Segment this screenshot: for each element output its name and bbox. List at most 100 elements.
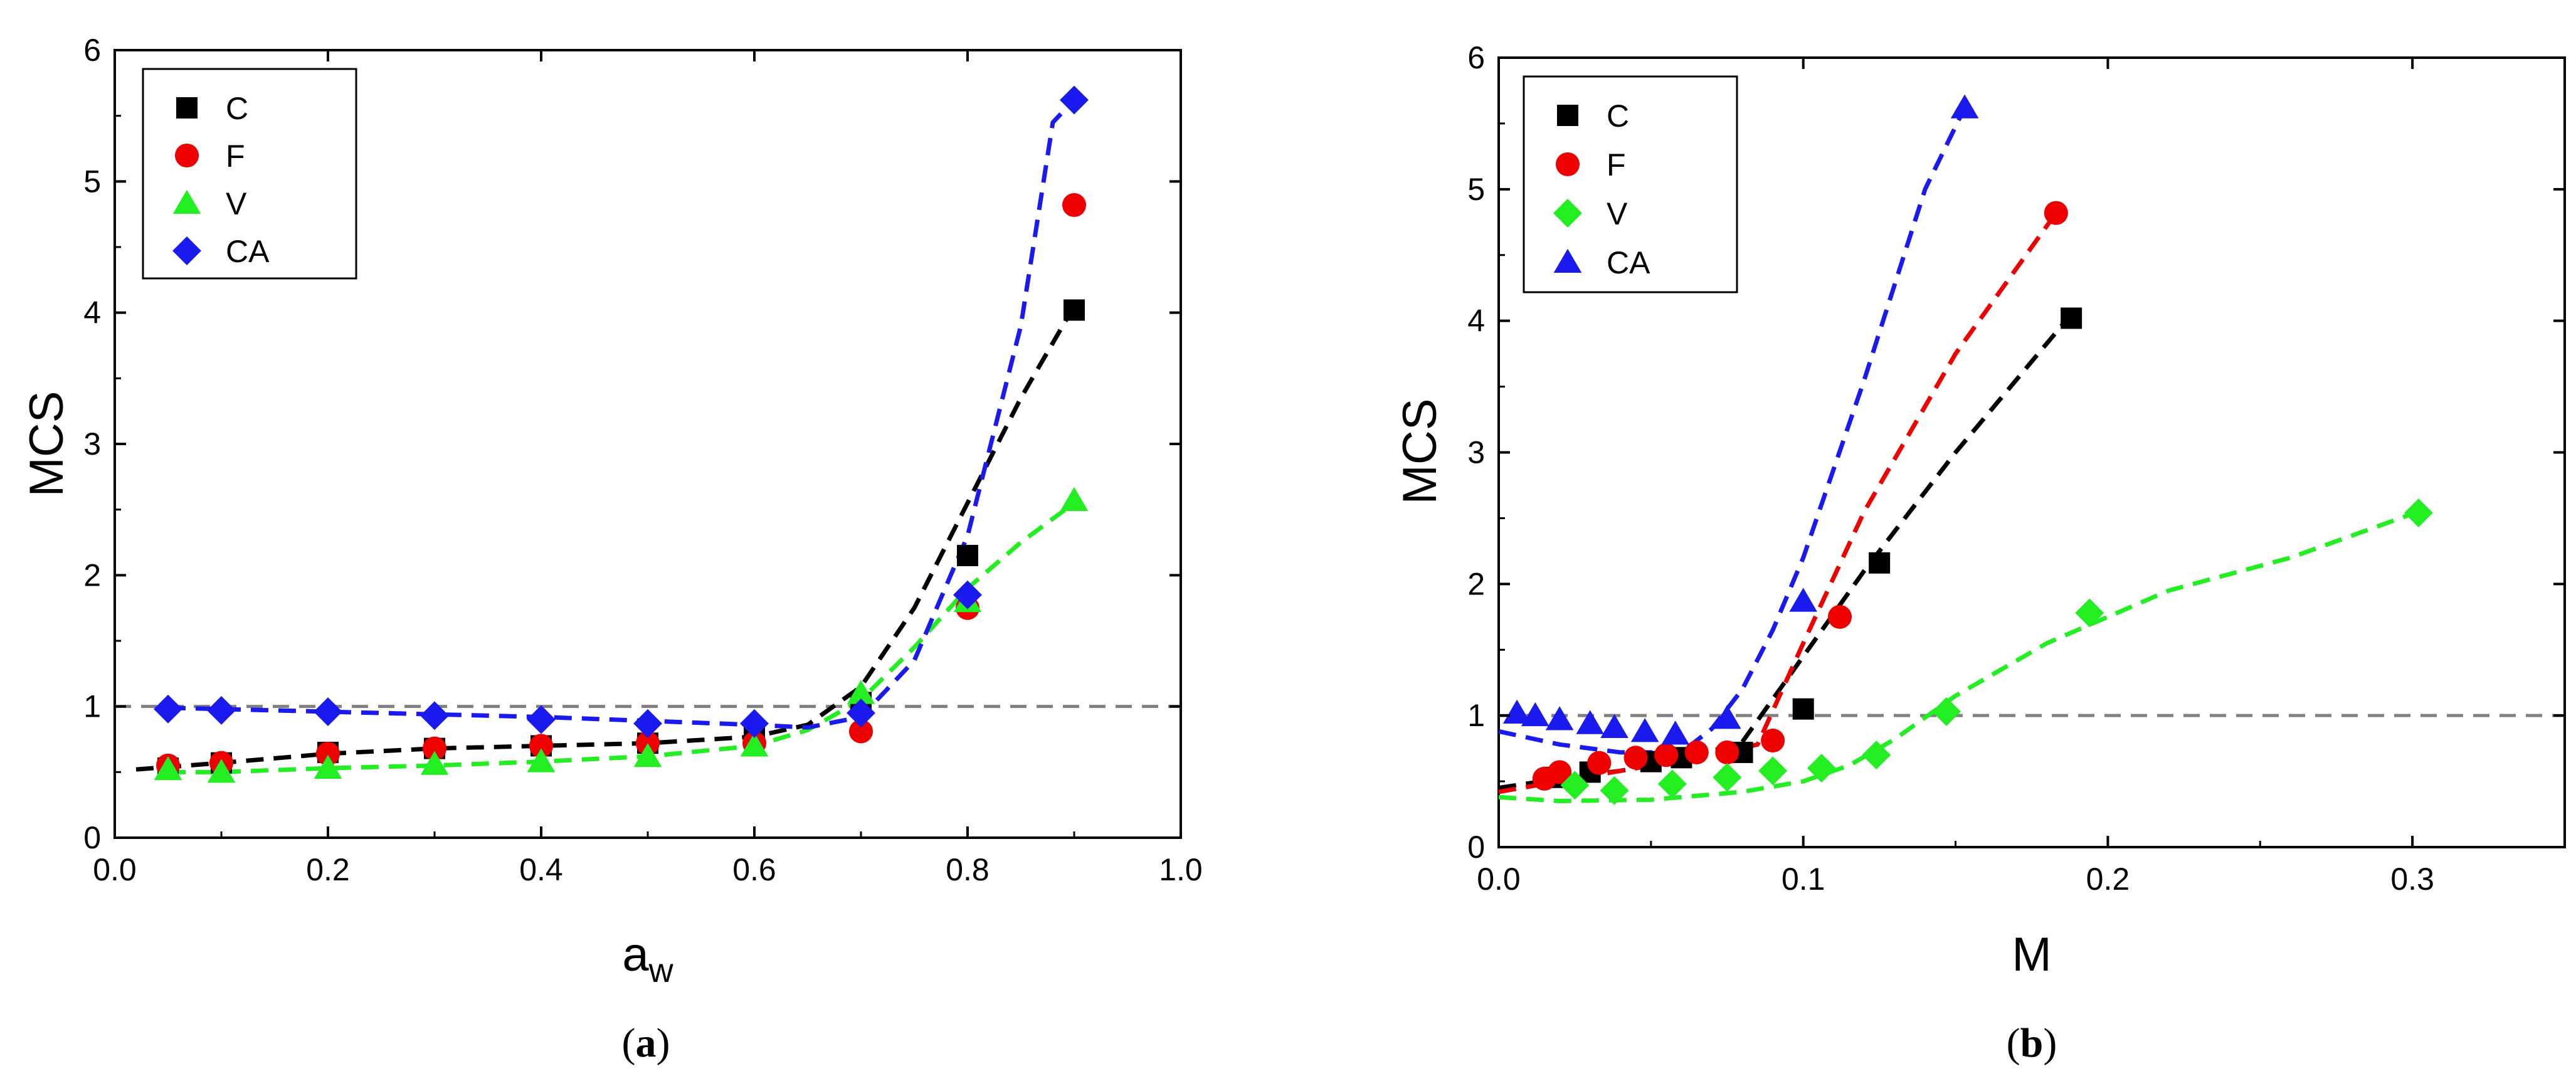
- data-point-v: [1060, 487, 1089, 512]
- fit-line-f: [1498, 211, 2058, 794]
- legend-marker-f: [174, 143, 199, 168]
- x-axis-label-b: M: [2012, 928, 2051, 981]
- x-axis-label-a: aw: [622, 928, 673, 989]
- legend-marker-c: [176, 97, 198, 119]
- data-point-c: [957, 544, 978, 566]
- data-point-v: [2075, 598, 2104, 628]
- data-point-v: [420, 751, 449, 775]
- data-point-f: [315, 741, 340, 766]
- y-tick-label: 0: [83, 820, 101, 855]
- legend-marker-f: [1555, 152, 1580, 177]
- data-point-f: [1761, 728, 1785, 753]
- y-tick-label: 6: [1467, 40, 1485, 75]
- legend-marker-v: [172, 189, 201, 214]
- data-point-v: [633, 742, 662, 767]
- data-point-ca: [740, 709, 769, 738]
- data-point-v: [740, 732, 769, 757]
- fit-line-v: [168, 501, 1076, 774]
- x-tick-label: 0.0: [93, 852, 137, 887]
- data-point-f: [1715, 740, 1739, 764]
- y-tick-label: 1: [83, 689, 101, 724]
- legend-a: CFV CA: [142, 68, 357, 280]
- y-tick-label: 6: [83, 33, 101, 68]
- data-points-b: [1502, 94, 2433, 805]
- y-tick-label: 2: [83, 557, 101, 593]
- data-point-f: [1548, 760, 1572, 784]
- data-point-ca: [1630, 718, 1659, 742]
- data-point-v: [1713, 762, 1742, 792]
- data-point-c: [1869, 552, 1891, 574]
- y-tick-label: 3: [1467, 435, 1485, 470]
- legend-label-ca: CA: [1607, 245, 1650, 280]
- data-point-c: [1792, 698, 1814, 720]
- x-axis-label-a-main: a: [622, 928, 649, 981]
- legend-label-f: F: [1607, 147, 1626, 182]
- data-point-ca: [1060, 85, 1089, 115]
- y-axis-label-b: MCS: [1393, 399, 1447, 505]
- data-point-ca: [207, 695, 236, 725]
- y-tick-label: 4: [1467, 303, 1485, 339]
- x-tick-label: 0.2: [306, 852, 350, 887]
- x-tick-label: 0.2: [2086, 862, 2130, 897]
- panel-caption-a: (a): [622, 1020, 670, 1066]
- data-point-f: [529, 734, 554, 758]
- legend-label-f: F: [226, 139, 245, 174]
- y-tick-label: 0: [1467, 830, 1485, 865]
- y-tick-label: 4: [83, 295, 101, 330]
- data-point-ca: [633, 709, 662, 738]
- x-ticks-b: 0.0 0.1 0.2 0.3: [1477, 58, 2434, 897]
- y-ticks-a: 0 1 2 3 4 5 6: [83, 33, 1181, 855]
- fit-line-ca: [167, 98, 1076, 730]
- legend-label-v: V: [226, 186, 247, 221]
- data-points-a: [154, 85, 1089, 783]
- data-point-ca: [154, 694, 182, 724]
- data-point-v: [154, 756, 182, 781]
- data-point-c: [1064, 299, 1085, 321]
- legend-label-ca: CA: [226, 234, 270, 269]
- data-point-v: [314, 754, 342, 779]
- panel-caption-b: (b): [2007, 1020, 2057, 1066]
- y-axis-label-a: MCS: [20, 391, 73, 497]
- y-tick-label: 5: [1467, 172, 1485, 207]
- data-point-ca: [953, 580, 982, 609]
- legend-marker-v: [1553, 199, 1582, 228]
- data-point-f: [422, 736, 447, 761]
- legend-marker-ca: [1553, 248, 1582, 273]
- panel-letter-a: a: [636, 1020, 657, 1066]
- x-tick-label: 0.1: [1782, 862, 1825, 897]
- data-point-ca: [1600, 714, 1628, 739]
- data-point-v: [2404, 498, 2433, 527]
- y-tick-label: 5: [83, 164, 101, 199]
- fit-line-ca: [1498, 107, 1967, 755]
- data-point-ca: [1521, 702, 1549, 727]
- legend-marker-c: [1557, 105, 1578, 126]
- data-point-f: [2044, 201, 2068, 225]
- fit-line-c: [135, 305, 1077, 772]
- data-point-v: [1600, 776, 1629, 805]
- x-tick-label: 1.0: [1159, 852, 1203, 887]
- data-point-v: [1758, 756, 1788, 786]
- data-point-f: [1587, 751, 1612, 775]
- data-point-f: [1684, 740, 1709, 764]
- data-point-v: [847, 680, 875, 704]
- x-tick-label: 0.8: [946, 852, 990, 887]
- data-point-v: [1560, 771, 1590, 800]
- data-point-ca: [527, 705, 556, 734]
- y-tick-label: 1: [1467, 698, 1485, 733]
- data-point-ca: [1545, 706, 1574, 730]
- data-point-f: [1062, 192, 1087, 218]
- data-point-ca: [420, 701, 449, 730]
- x-axis-label-a-sub: w: [648, 952, 674, 989]
- data-point-v: [527, 748, 556, 773]
- data-point-ca: [1789, 588, 1818, 612]
- chart-panel-b: 0.0 0.1 0.2 0.3 0 1 2 3 4 5 6 MCS M CFV CA (b): [1393, 40, 2566, 1066]
- data-point-c: [2061, 307, 2082, 329]
- data-point-ca: [314, 697, 342, 726]
- y-tick-label: 3: [83, 426, 101, 461]
- legend-label-v: V: [1607, 196, 1628, 231]
- data-point-ca: [1502, 699, 1531, 724]
- x-tick-label: 0.4: [519, 852, 563, 887]
- y-ticks-b: 0 1 2 3 4 5 6: [1467, 40, 2565, 865]
